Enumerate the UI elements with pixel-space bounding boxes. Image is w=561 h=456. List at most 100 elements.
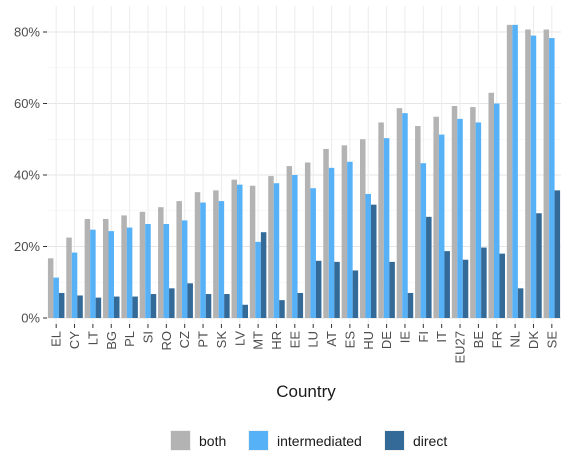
bar-both-ES — [341, 145, 348, 318]
bar-direct-LU — [315, 260, 322, 318]
x-tick-label: BG — [104, 331, 119, 350]
bar-intermediated-FR — [493, 103, 500, 318]
bar-intermediated-PL — [126, 227, 133, 318]
bar-both-MT — [249, 185, 256, 318]
bar-both-PT — [194, 192, 201, 318]
bar-intermediated-RO — [163, 223, 170, 318]
bar-intermediated-LT — [90, 229, 96, 318]
bar-direct-DK — [536, 213, 542, 318]
legend-label-direct: direct — [413, 433, 447, 449]
bar-both-HU — [359, 139, 366, 318]
bar-direct-EL — [58, 292, 65, 318]
bar-both-FI — [415, 126, 421, 319]
legend-key-both — [171, 431, 190, 450]
bar-direct-CY — [77, 295, 83, 318]
bar-direct-HU — [371, 204, 377, 318]
bar-direct-PT — [205, 294, 212, 318]
y-axis: 0% 20% 40% 60% 80% — [14, 25, 47, 326]
bar-intermediated-FI — [420, 163, 427, 318]
bar-direct-MT — [260, 232, 267, 318]
bar-intermediated-NL — [512, 24, 518, 318]
bar-direct-IE — [407, 292, 414, 318]
bar-direct-AT — [334, 261, 340, 318]
bar-direct-SK — [224, 294, 230, 318]
bar-both-IE — [396, 108, 403, 319]
x-tick-label: FR — [489, 331, 504, 348]
bar-both-LV — [231, 179, 237, 318]
bar-intermediated-LV — [236, 184, 243, 318]
bar-intermediated-IE — [402, 113, 408, 318]
bar-both-NL — [506, 24, 513, 318]
bar-both-FR — [488, 92, 494, 319]
legend: both intermediated direct — [170, 430, 447, 451]
bar-both-AT — [323, 148, 329, 318]
bar-intermediated-EE — [292, 175, 298, 318]
bar-intermediated-MT — [255, 241, 261, 318]
bar-direct-CZ — [187, 283, 193, 318]
x-tick-label: SI — [140, 331, 155, 343]
bar-intermediated-EU27 — [457, 118, 463, 318]
bar-both-DK — [525, 29, 531, 319]
bar-intermediated-PT — [200, 202, 206, 318]
x-axis-title: Country — [276, 382, 336, 401]
bar-both-BG — [102, 218, 109, 318]
y-tick-label: 20% — [14, 239, 40, 254]
x-tick-label: FI — [416, 331, 431, 343]
bar-direct-SI — [150, 294, 157, 318]
x-tick-label: EE — [287, 331, 302, 349]
bar-both-EE — [286, 166, 293, 318]
x-tick-label: LV — [232, 331, 247, 346]
y-tick-label: 60% — [14, 96, 40, 111]
bar-intermediated-CZ — [181, 220, 188, 318]
bar-intermediated-BE — [475, 122, 482, 318]
x-tick-label: PL — [122, 331, 137, 347]
bar-direct-LT — [95, 297, 102, 318]
bar-intermediated-CY — [71, 252, 78, 318]
y-tick-label: 0% — [21, 311, 40, 326]
bar-direct-SE — [554, 190, 561, 318]
bar-intermediated-IT — [438, 134, 445, 318]
x-tick-label: IT — [434, 331, 449, 343]
x-tick-label: SK — [214, 331, 229, 349]
bar-intermediated-SK — [218, 201, 225, 318]
bar-direct-LV — [242, 304, 249, 318]
bar-direct-RO — [169, 288, 175, 318]
bar-intermediated-DK — [530, 35, 537, 318]
bar-intermediated-SE — [549, 38, 555, 318]
x-tick-label: ES — [342, 331, 357, 349]
bar-both-IT — [433, 116, 439, 318]
bar-intermediated-EL — [53, 277, 59, 318]
bar-direct-HR — [279, 300, 285, 318]
bar-intermediated-AT — [328, 167, 335, 318]
bar-intermediated-HU — [365, 193, 372, 318]
x-tick-label: AT — [324, 331, 339, 347]
bar-both-SE — [543, 29, 550, 319]
bar-intermediated-ES — [347, 161, 353, 318]
bar-both-LT — [84, 218, 91, 318]
bar-direct-FR — [499, 253, 506, 318]
bar-both-SI — [139, 211, 146, 318]
bar-intermediated-LU — [310, 188, 316, 318]
x-tick-label: BE — [471, 331, 486, 349]
bar-direct-PL — [132, 296, 138, 318]
bar-both-LU — [304, 162, 311, 318]
bar-direct-EU27 — [462, 259, 469, 318]
x-tick-label: RO — [159, 331, 174, 351]
x-tick-label: MT — [251, 331, 266, 350]
x-tick-label: DK — [526, 331, 541, 349]
bar-direct-NL — [517, 288, 524, 318]
legend-label-intermediated: intermediated — [277, 433, 362, 449]
bar-both-EL — [47, 258, 54, 318]
x-tick-label: HU — [361, 331, 376, 350]
x-tick-label: SE — [544, 331, 559, 349]
bar-direct-FI — [426, 216, 432, 318]
legend-key-intermediated — [249, 431, 268, 450]
legend-label-both: both — [199, 433, 226, 449]
bar-both-HR — [268, 176, 274, 318]
legend-key-direct — [385, 431, 404, 450]
bar-direct-BG — [114, 296, 120, 318]
bar-direct-ES — [352, 270, 359, 318]
bar-intermediated-HR — [273, 183, 280, 318]
bar-direct-IT — [444, 251, 450, 318]
